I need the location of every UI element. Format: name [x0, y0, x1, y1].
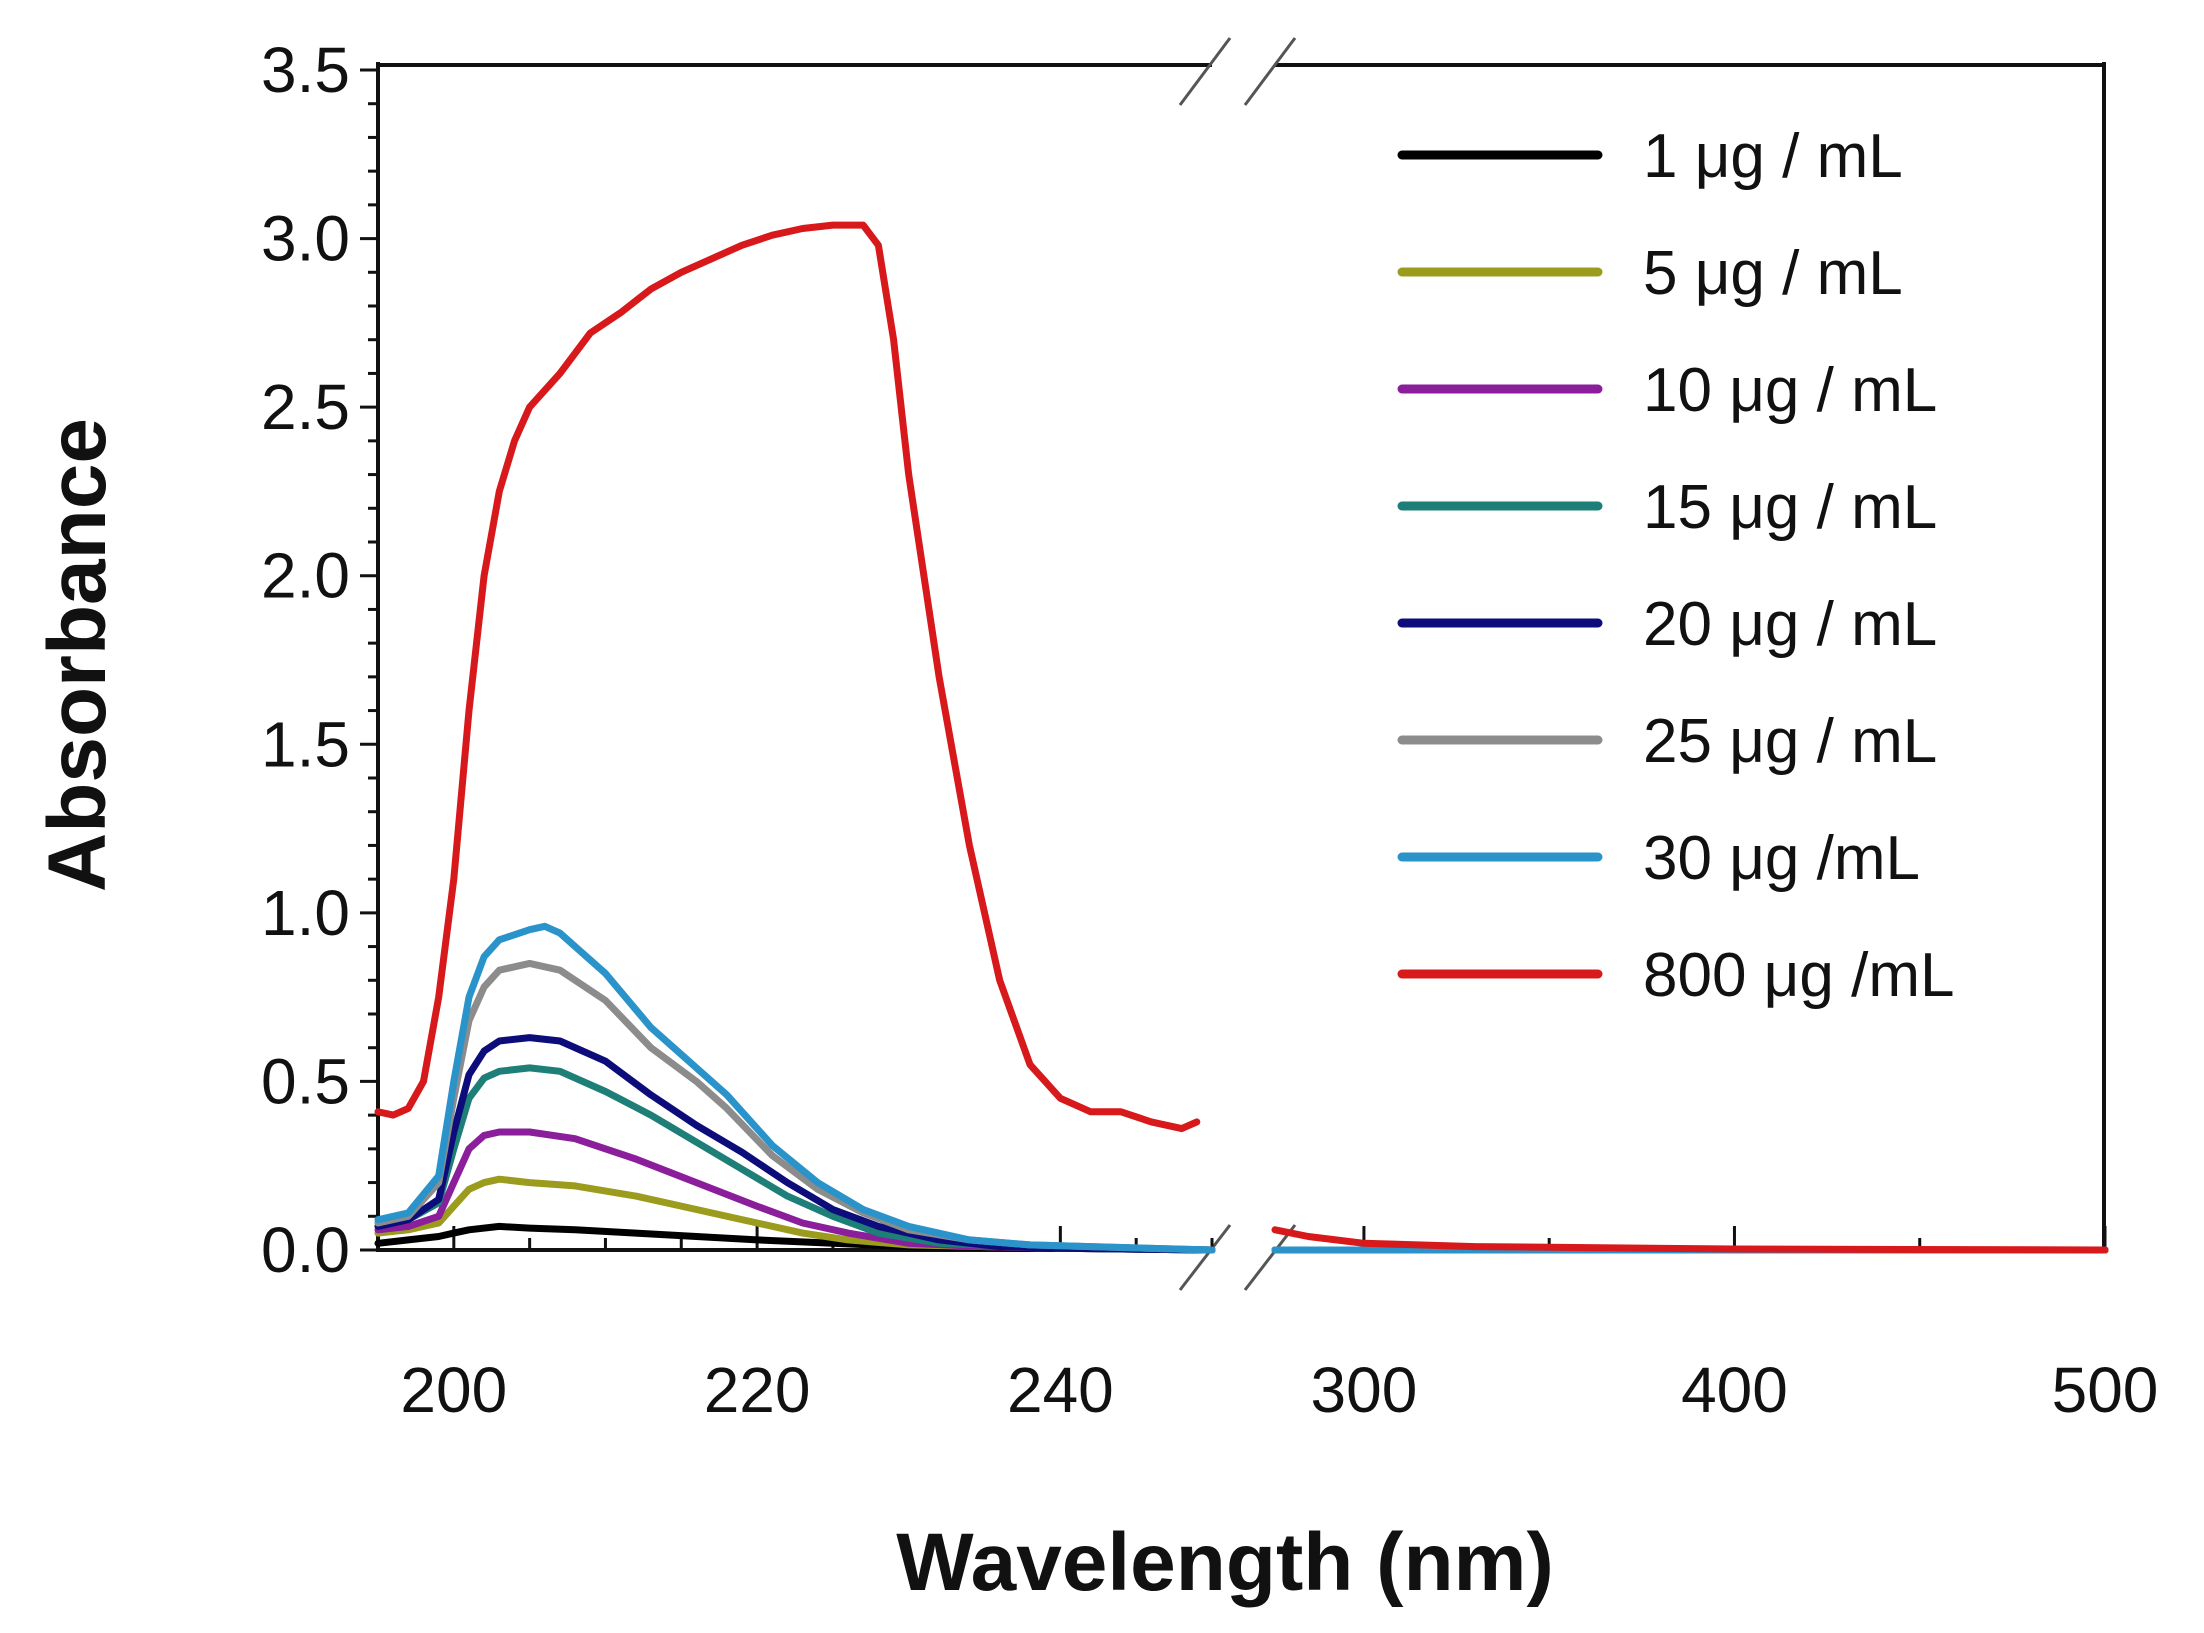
legend-label: 20 μg / mL — [1643, 590, 1937, 659]
x-tick-label: 220 — [704, 1354, 811, 1426]
axes-group: 0.0 0.5 1.0 1.5 2.0 2.5 3.0 3.5 200 220 240 300 400 5… — [261, 34, 2158, 1426]
y-tick-label: 2.0 — [261, 540, 350, 612]
series-line-left — [374, 221, 1201, 1133]
series-line-left — [374, 1034, 1216, 1254]
x-axis-title: Wavelength (nm) — [896, 1517, 1554, 1608]
x-tick-label: 400 — [1681, 1354, 1788, 1426]
legend-label: 15 μg / mL — [1643, 473, 1937, 542]
x-tick-label: 240 — [1007, 1354, 1114, 1426]
series-lines-group — [374, 221, 2109, 1254]
series-line-left — [374, 1064, 1216, 1254]
x-tick-label: 300 — [1311, 1354, 1418, 1426]
axis-break-mark-top — [1178, 37, 1232, 106]
y-tick-label: 0.0 — [261, 1214, 350, 1286]
legend-label: 30 μg /mL — [1643, 824, 1920, 893]
axis-break-mark-bottom — [1178, 1224, 1232, 1291]
legend: 1 μg / mL 5 μg / mL 10 μg / mL 15 μg / mL 20… — [1397, 122, 1954, 1010]
y-tick-label: 1.0 — [261, 877, 350, 949]
y-tick-label: 3.5 — [261, 34, 350, 106]
x-tick-label: 200 — [400, 1354, 507, 1426]
series-line-left — [374, 1175, 1216, 1254]
legend-label: 5 μg / mL — [1643, 239, 1903, 308]
axis-break-mark-top — [1243, 37, 1297, 106]
legend-label: 800 μg /mL — [1643, 941, 1954, 1010]
legend-label: 10 μg / mL — [1643, 356, 1937, 425]
y-tick-label: 3.0 — [261, 203, 350, 275]
series-line-left — [374, 922, 1216, 1254]
legend-label: 25 μg / mL — [1643, 707, 1937, 776]
legend-label: 1 μg / mL — [1643, 122, 1903, 191]
series-line-right — [1271, 1226, 2109, 1254]
y-tick-label: 2.5 — [261, 371, 350, 443]
y-tick-label: 1.5 — [261, 708, 350, 780]
y-tick-label: 0.5 — [261, 1045, 350, 1117]
y-axis-title: Absorbance — [32, 418, 123, 892]
axis-break-mark-bottom — [1243, 1224, 1297, 1291]
x-tick-label: 500 — [2052, 1354, 2159, 1426]
